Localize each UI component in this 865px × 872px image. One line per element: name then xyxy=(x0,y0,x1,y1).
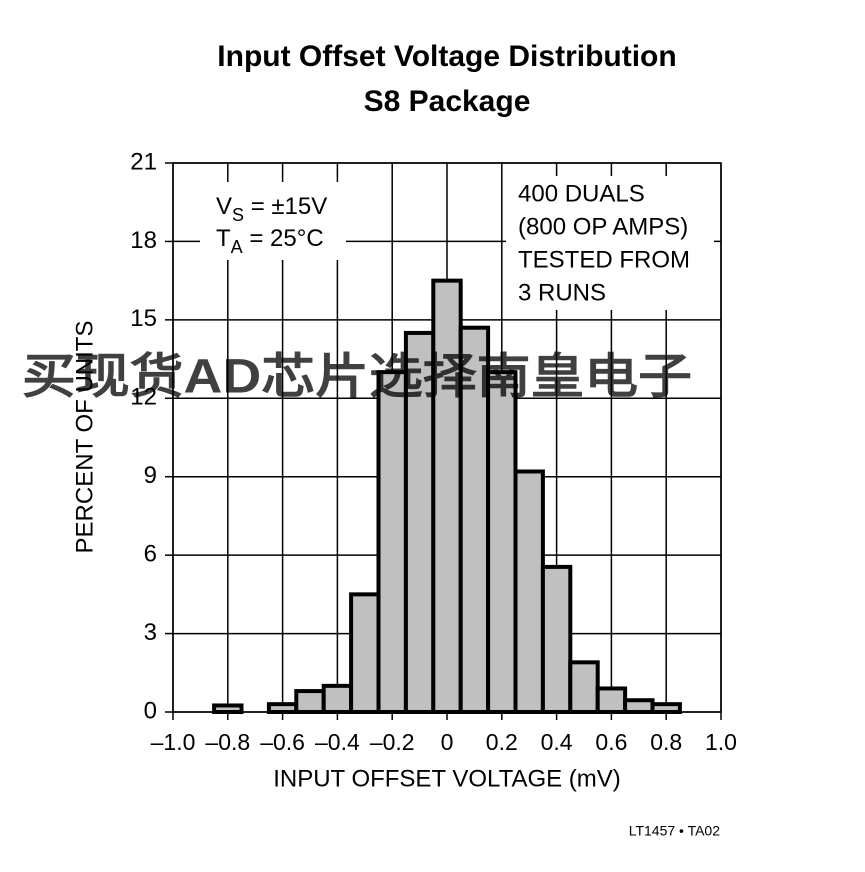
bar xyxy=(266,702,299,715)
x-tick-label: –0.8 xyxy=(205,729,250,755)
bar xyxy=(212,703,244,715)
x-tick-label: 0.6 xyxy=(595,729,627,755)
condition-symbol: T xyxy=(216,225,231,252)
chart-title: Input Offset Voltage Distribution xyxy=(217,40,676,73)
x-tick-label: 1.0 xyxy=(705,729,737,755)
y-tick-label: 21 xyxy=(130,148,157,175)
chart-subtitle: S8 Package xyxy=(364,85,531,118)
bar xyxy=(568,660,600,714)
x-tick-label: –0.4 xyxy=(315,729,360,755)
x-tick-label: 0.4 xyxy=(541,729,573,755)
bar xyxy=(349,592,381,714)
bar xyxy=(403,330,436,714)
x-axis-label: INPUT OFFSET VOLTAGE (mV) xyxy=(273,765,621,792)
y-tick-label: 3 xyxy=(144,619,157,646)
condition-subscript: A xyxy=(231,237,243,257)
bar xyxy=(650,702,682,715)
annotation-bg xyxy=(506,176,714,310)
y-tick-label: 15 xyxy=(130,305,157,332)
x-tick-label: –1.0 xyxy=(151,729,196,755)
note-line: (800 OP AMPS) xyxy=(518,213,688,240)
condition: TA = 25°C xyxy=(216,225,324,256)
condition-value: = ±15V xyxy=(244,193,327,220)
bar xyxy=(486,370,518,714)
bar xyxy=(458,325,491,714)
note-line: 3 RUNS xyxy=(518,279,606,306)
annotation-bg xyxy=(200,182,346,260)
y-axis-label: PERCENT OF UNITS xyxy=(71,321,98,554)
condition-subscript: S xyxy=(232,205,244,225)
x-tick-label: –0.2 xyxy=(370,729,415,755)
note-line: TESTED FROM xyxy=(518,246,690,273)
bar xyxy=(623,698,655,715)
bar xyxy=(595,686,628,715)
y-tick-label: 12 xyxy=(130,384,157,411)
bar xyxy=(294,689,326,714)
bar xyxy=(513,469,545,714)
footer: LT1457 • TA02 xyxy=(629,823,721,839)
bar xyxy=(431,278,463,714)
bar xyxy=(540,564,573,715)
x-tick-label: 0 xyxy=(441,729,454,755)
bar xyxy=(376,370,408,714)
y-tick-label: 9 xyxy=(144,462,157,489)
y-tick-label: 18 xyxy=(130,227,157,254)
watermark: 买现货AD芯片选择南皇电子 xyxy=(22,351,692,404)
bar xyxy=(321,683,354,714)
x-tick-label: 0.2 xyxy=(486,729,518,755)
note-line: 400 DUALS xyxy=(518,180,645,207)
x-tick-label: 0.8 xyxy=(650,729,682,755)
condition-value: = 25°C xyxy=(243,225,324,252)
condition: VS = ±15V xyxy=(216,193,327,224)
y-tick-label: 0 xyxy=(144,697,157,724)
x-tick-label: –0.6 xyxy=(260,729,305,755)
y-tick-label: 6 xyxy=(144,540,157,567)
condition-symbol: V xyxy=(216,193,232,220)
